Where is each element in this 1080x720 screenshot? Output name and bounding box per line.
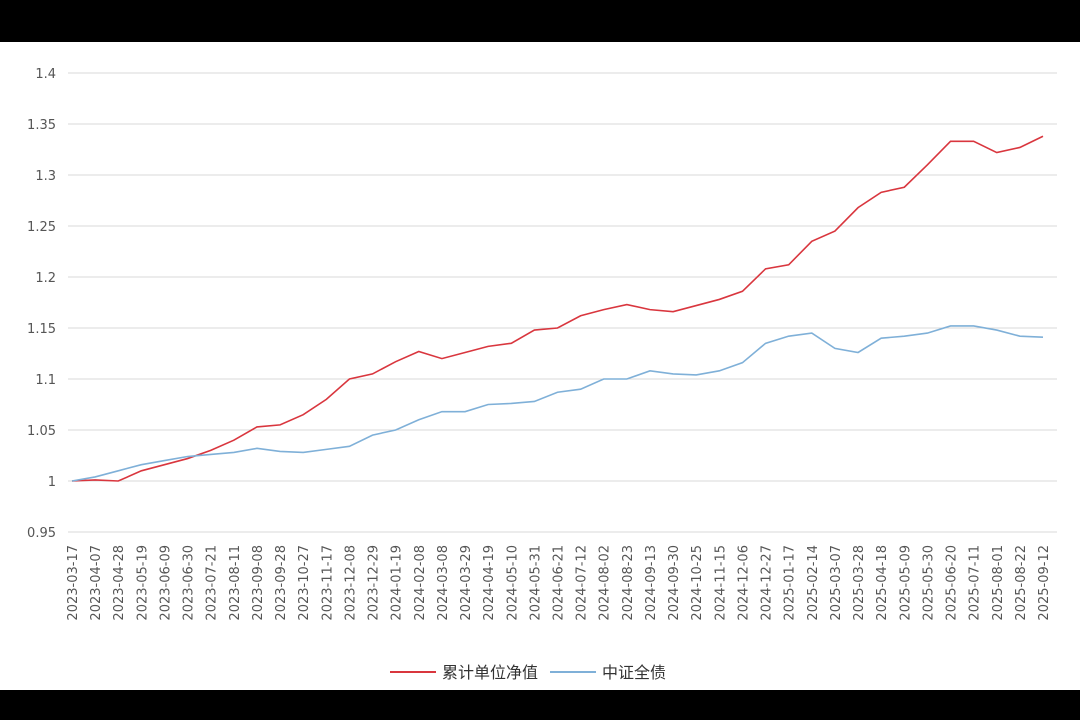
- y-tick-label: 1.05: [27, 424, 56, 439]
- x-tick-label: 2024-05-10: [505, 545, 520, 621]
- y-tick-label: 1: [48, 475, 56, 490]
- x-tick-label: 2024-11-15: [713, 545, 728, 621]
- x-tick-label: 2025-04-18: [875, 545, 890, 621]
- x-tick-label: 2025-03-28: [852, 545, 867, 621]
- y-tick-label: 1.25: [27, 220, 56, 235]
- x-tick-label: 2024-03-08: [436, 545, 451, 621]
- x-tick-label: 2025-05-09: [898, 545, 913, 621]
- x-tick-label: 2025-01-17: [783, 545, 798, 621]
- x-tick-label: 2023-05-19: [135, 545, 150, 621]
- x-tick-label: 2025-09-12: [1037, 545, 1052, 621]
- x-tick-label: 2023-06-09: [158, 545, 173, 621]
- y-tick-label: 1.2: [35, 271, 56, 286]
- legend-label: 累计单位净值: [442, 663, 538, 682]
- x-tick-label: 2024-03-29: [459, 545, 474, 621]
- x-tick-label: 2024-06-21: [552, 545, 567, 621]
- y-tick-label: 1.15: [27, 322, 56, 337]
- y-tick-label: 1.3: [35, 169, 56, 184]
- x-tick-label: 2025-06-20: [945, 545, 960, 621]
- x-tick-label: 2024-09-30: [667, 545, 682, 621]
- x-tick-label: 2024-07-12: [575, 545, 590, 621]
- x-tick-label: 2024-12-06: [736, 545, 751, 621]
- y-tick-label: 1.4: [35, 67, 56, 82]
- x-tick-label: 2023-12-29: [367, 545, 382, 621]
- y-tick-label: 1.1: [35, 373, 56, 388]
- x-tick-label: 2023-04-07: [89, 545, 104, 621]
- x-tick-label: 2023-10-27: [297, 545, 312, 621]
- x-tick-label: 2023-08-11: [228, 545, 243, 621]
- line-series: [71, 135, 1044, 482]
- y-tick-label: 1.35: [27, 118, 56, 133]
- x-tick-label: 2025-08-01: [991, 545, 1006, 621]
- x-tick-label: 2024-02-08: [413, 545, 428, 621]
- y-tick-label: 0.95: [27, 526, 56, 541]
- x-tick-label: 2023-09-08: [251, 545, 266, 621]
- line-series: [71, 325, 1044, 482]
- x-tick-label: 2024-01-19: [390, 545, 405, 621]
- x-tick-label: 2025-02-14: [806, 545, 821, 621]
- x-tick-label: 2023-07-21: [205, 545, 220, 621]
- x-tick-label: 2023-04-28: [112, 545, 127, 621]
- x-tick-label: 2025-08-22: [1014, 545, 1029, 621]
- x-tick-label: 2023-09-28: [274, 545, 289, 621]
- x-tick-label: 2023-11-17: [320, 545, 335, 621]
- x-tick-label: 2025-07-11: [968, 545, 983, 621]
- chart-background: [0, 42, 1080, 690]
- x-tick-label: 2024-04-19: [482, 545, 497, 621]
- x-tick-label: 2024-08-23: [621, 545, 636, 621]
- x-tick-label: 2024-05-31: [528, 545, 543, 621]
- x-tick-label: 2024-08-02: [598, 545, 613, 621]
- x-tick-label: 2025-03-07: [829, 545, 844, 621]
- x-tick-label: 2023-06-30: [182, 545, 197, 621]
- x-tick-label: 2024-10-25: [690, 545, 705, 621]
- x-tick-label: 2024-12-27: [760, 545, 775, 621]
- legend-label: 中证全债: [602, 663, 666, 682]
- x-tick-label: 2023-12-08: [343, 545, 358, 621]
- x-tick-label: 2025-05-30: [921, 545, 936, 621]
- x-tick-label: 2023-03-17: [66, 545, 81, 621]
- x-tick-label: 2024-09-13: [644, 545, 659, 621]
